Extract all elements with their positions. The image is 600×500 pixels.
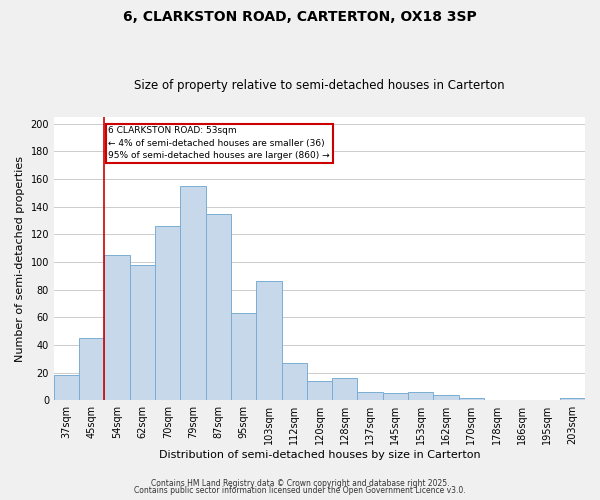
- Bar: [206, 214, 231, 400]
- Bar: [281, 363, 307, 401]
- Bar: [383, 394, 408, 400]
- Bar: [231, 313, 256, 400]
- Bar: [307, 381, 332, 400]
- Bar: [79, 338, 104, 400]
- Bar: [256, 282, 281, 401]
- Bar: [560, 398, 585, 400]
- Y-axis label: Number of semi-detached properties: Number of semi-detached properties: [15, 156, 25, 362]
- Bar: [358, 392, 383, 400]
- Bar: [54, 376, 79, 400]
- Text: 6, CLARKSTON ROAD, CARTERTON, OX18 3SP: 6, CLARKSTON ROAD, CARTERTON, OX18 3SP: [123, 10, 477, 24]
- Bar: [433, 395, 458, 400]
- Bar: [130, 265, 155, 400]
- Bar: [408, 392, 433, 400]
- X-axis label: Distribution of semi-detached houses by size in Carterton: Distribution of semi-detached houses by …: [158, 450, 480, 460]
- Bar: [458, 398, 484, 400]
- Bar: [104, 255, 130, 400]
- Text: Contains public sector information licensed under the Open Government Licence v3: Contains public sector information licen…: [134, 486, 466, 495]
- Text: Contains HM Land Registry data © Crown copyright and database right 2025.: Contains HM Land Registry data © Crown c…: [151, 478, 449, 488]
- Bar: [332, 378, 358, 400]
- Bar: [155, 226, 181, 400]
- Title: Size of property relative to semi-detached houses in Carterton: Size of property relative to semi-detach…: [134, 79, 505, 92]
- Bar: [181, 186, 206, 400]
- Text: 6 CLARKSTON ROAD: 53sqm
← 4% of semi-detached houses are smaller (36)
95% of sem: 6 CLARKSTON ROAD: 53sqm ← 4% of semi-det…: [108, 126, 330, 160]
